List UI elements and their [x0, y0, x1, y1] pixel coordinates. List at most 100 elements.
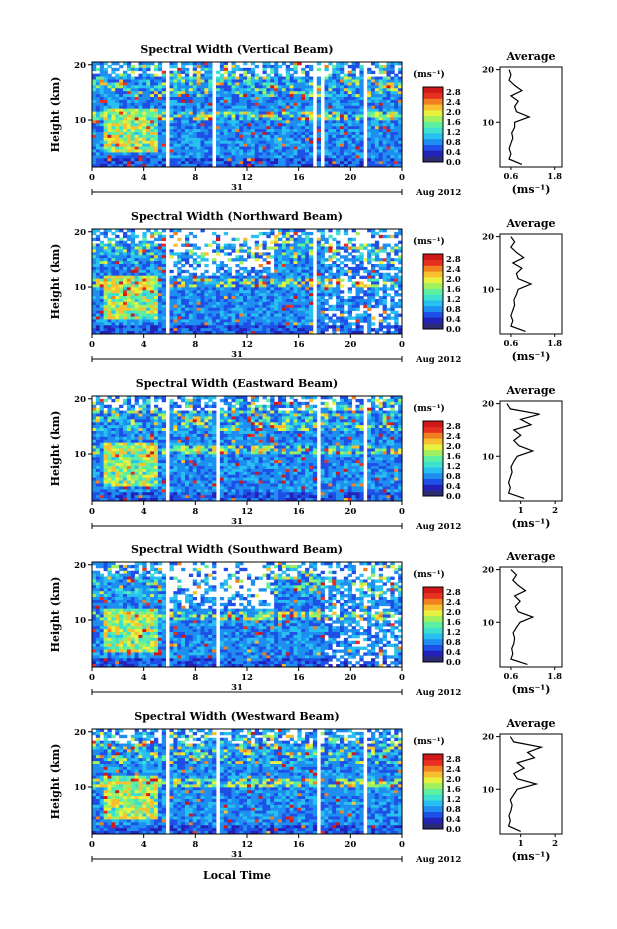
heatmap-cell: [216, 266, 221, 271]
heatmap-cell: [173, 229, 178, 233]
heatmap-cell: [262, 97, 267, 101]
heatmap-cell: [332, 325, 337, 329]
heatmap-cell: [161, 164, 167, 168]
heatmap-cell: [340, 164, 345, 168]
heatmap-cell: [169, 120, 174, 124]
heatmap-cell: [150, 88, 155, 92]
heatmap-cell: [378, 249, 384, 253]
heatmap-cell: [382, 293, 387, 297]
heatmap-cell: [293, 258, 298, 262]
heatmap-cell: [208, 94, 213, 98]
heatmap-cell: [134, 91, 139, 95]
heatmap-cell: [301, 85, 306, 89]
heatmap-cell: [274, 234, 279, 239]
heatmap-cell: [274, 62, 279, 66]
heatmap-cell: [386, 99, 391, 104]
heatmap-cell: [336, 99, 341, 104]
heatmap-cell: [235, 85, 240, 89]
heatmap-cell: [92, 463, 97, 467]
heatmap-cell: [371, 229, 376, 233]
heatmap-cell: [274, 310, 279, 314]
heatmap-cell: [309, 258, 314, 262]
heatmap-cell: [115, 234, 120, 239]
heatmap-cell: [138, 249, 143, 253]
heatmap-cell: [92, 85, 97, 89]
heatmap-cell: [262, 299, 267, 303]
heatmap-cell: [343, 146, 349, 150]
heatmap-cell: [130, 325, 136, 329]
heatmap-cell: [196, 140, 201, 145]
heatmap-cell: [293, 140, 298, 145]
heatmap-cell: [196, 91, 201, 95]
heatmap-cell: [219, 296, 225, 300]
heatmap-cell: [99, 120, 105, 124]
heatmap-cell: [95, 152, 101, 156]
colorbar-segment: [423, 294, 443, 301]
heatmap-cell: [130, 97, 136, 101]
heatmap-cell: [355, 287, 360, 291]
heatmap-cell: [274, 304, 279, 309]
heatmap-cell: [285, 240, 291, 244]
heatmap-cell: [328, 152, 333, 156]
heatmap-cell: [301, 229, 306, 233]
heatmap-cell: [138, 97, 143, 101]
heatmap-cell: [95, 422, 101, 426]
heatmap-cell: [239, 299, 244, 303]
heatmap-cell: [154, 99, 159, 104]
heatmap-cell: [270, 79, 275, 83]
heatmap-cell: [161, 284, 167, 288]
heatmap-cell: [169, 281, 174, 285]
heatmap-cell: [138, 132, 143, 136]
heatmap-cell: [305, 301, 310, 306]
heatmap-cell: [309, 322, 314, 326]
heatmap-cell: [154, 325, 159, 329]
heatmap-cell: [95, 474, 101, 479]
heatmap-cell: [150, 296, 155, 300]
heatmap-cell: [281, 293, 287, 297]
date-label: Aug 2012: [415, 188, 461, 198]
colorbar-tick-label: 1.6: [446, 118, 461, 128]
heatmap-cell: [196, 322, 201, 326]
heatmap-cell: [343, 137, 349, 142]
heatmap-cell: [115, 120, 120, 124]
heatmap-cell: [278, 281, 283, 285]
heatmap-cell: [347, 161, 353, 165]
heatmap-cell: [177, 164, 182, 168]
heatmap-cell: [316, 278, 322, 282]
heatmap-cell: [289, 266, 294, 271]
heatmap-cell: [266, 132, 271, 136]
heatmap-cell: [231, 284, 236, 288]
heatmap-cell: [243, 269, 248, 274]
heatmap-cell: [367, 316, 372, 320]
heatmap-cell: [192, 70, 198, 75]
heatmap-cell: [204, 299, 209, 303]
heatmap-cell: [243, 304, 248, 309]
heatmap-cell: [316, 275, 322, 279]
heatmap-cell: [301, 249, 306, 253]
heatmap-cell: [355, 64, 360, 69]
heatmap-cell: [297, 316, 302, 320]
heatmap-cell: [278, 158, 283, 162]
heatmap-cell: [278, 313, 283, 317]
heatmap-cell: [340, 331, 345, 335]
heatmap-cell: [332, 105, 337, 110]
heatmap-cell: [324, 299, 329, 303]
heatmap-cell: [367, 331, 372, 335]
heatmap-cell: [192, 143, 198, 147]
heatmap-cell: [219, 134, 225, 139]
heatmap-cell: [351, 88, 356, 92]
heatmap-cell: [301, 243, 306, 247]
heatmap-cell: [200, 293, 205, 297]
heatmap-cell: [367, 261, 372, 265]
heatmap-cell: [123, 269, 128, 274]
heatmap-cell: [111, 313, 116, 317]
heatmap-cell: [192, 67, 198, 72]
heatmap-cell: [390, 137, 395, 142]
heatmap-cell: [223, 129, 229, 133]
heatmap-cell: [208, 117, 213, 121]
heatmap-cell: [111, 272, 116, 277]
heatmap-cell: [231, 304, 236, 309]
heatmap-cell: [154, 266, 159, 271]
heatmap-cell: [161, 114, 167, 118]
heatmap-cell: [266, 316, 271, 320]
